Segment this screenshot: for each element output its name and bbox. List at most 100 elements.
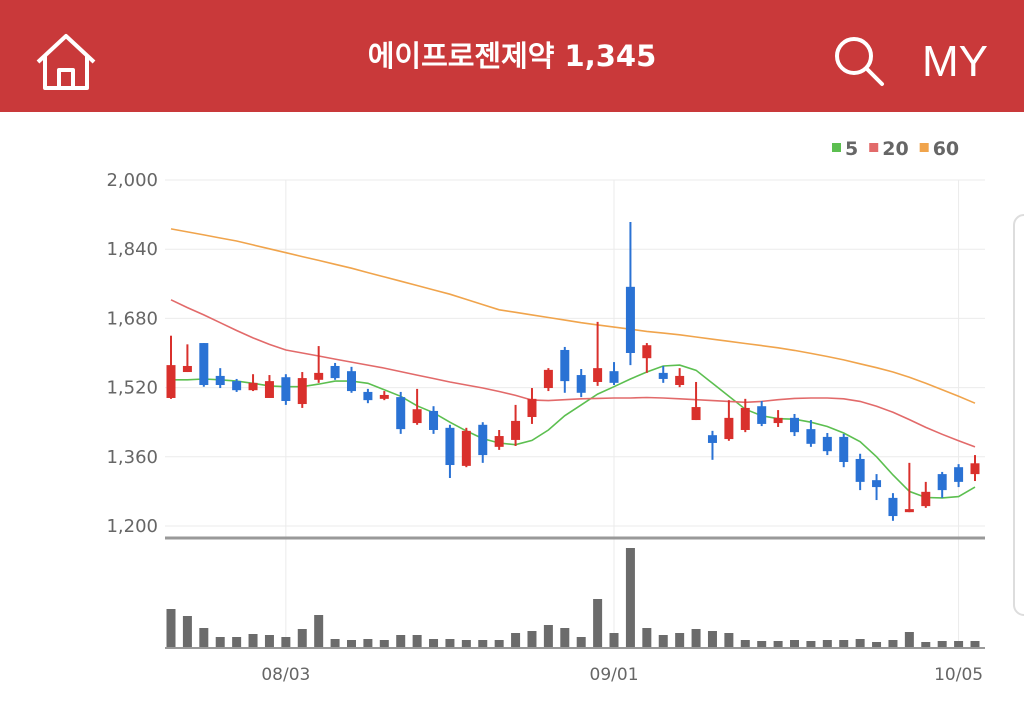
- candle-body: [642, 345, 652, 359]
- candle-body: [182, 365, 192, 373]
- legend-swatch: [919, 143, 929, 152]
- volume-bar: [675, 633, 685, 647]
- volume-bar: [445, 639, 455, 647]
- volume-bar: [346, 640, 356, 647]
- candle-body: [691, 407, 701, 421]
- candle-body: [675, 375, 685, 386]
- volume-bar: [412, 635, 422, 647]
- candle-body: [560, 349, 570, 382]
- candle-body: [576, 375, 586, 393]
- volume-bar: [970, 641, 980, 647]
- volume-bar: [182, 616, 192, 647]
- volume-bar: [954, 641, 964, 647]
- candle-body: [396, 397, 406, 430]
- volume-bar: [232, 637, 242, 647]
- moving-average-line: [170, 299, 976, 448]
- candle-body: [494, 436, 504, 447]
- volume-bar: [379, 640, 389, 647]
- candle-body: [511, 420, 521, 440]
- candle-body: [281, 377, 291, 402]
- volume-bar: [593, 599, 603, 647]
- volume-bar: [396, 635, 406, 647]
- volume-bar: [806, 641, 816, 647]
- header-bar: 에이프로젠제약 1,345 MY: [0, 0, 1024, 112]
- volume-bar: [527, 631, 537, 647]
- volume-bar: [872, 642, 882, 647]
- candle-body: [346, 371, 356, 392]
- candle-body: [773, 417, 783, 424]
- y-tick-label: 1,200: [106, 516, 158, 537]
- volume-bar: [215, 637, 225, 647]
- volume-bar: [264, 635, 274, 647]
- y-tick-label: 1,840: [106, 239, 158, 260]
- moving-average-line: [170, 228, 976, 404]
- volume-bar: [904, 632, 914, 647]
- volume-bar: [773, 641, 783, 647]
- volume-bar: [625, 548, 635, 647]
- candle-body: [478, 424, 488, 456]
- candle-body: [904, 509, 914, 513]
- my-button[interactable]: MY: [922, 37, 988, 86]
- moving-average-line: [171, 364, 976, 499]
- volume-bar: [543, 625, 553, 647]
- home-icon[interactable]: [32, 26, 102, 96]
- candle-body: [527, 398, 537, 418]
- candle-body: [232, 381, 242, 391]
- candle-body: [970, 463, 980, 475]
- volume-bar: [248, 634, 258, 647]
- candle-body: [412, 409, 422, 424]
- volume-bar: [576, 637, 586, 647]
- candle-body: [543, 369, 553, 389]
- candle-body: [790, 417, 800, 433]
- candle-body: [954, 467, 964, 482]
- volume-bar: [724, 633, 734, 647]
- volume-bar: [314, 615, 324, 647]
- volume-bar: [740, 640, 750, 647]
- candle-body: [593, 368, 603, 382]
- candle-body: [757, 406, 767, 424]
- candle-body: [658, 372, 668, 379]
- volume-bar: [839, 640, 849, 647]
- x-tick-label: 08/03: [261, 665, 310, 685]
- candle-body: [625, 286, 635, 353]
- search-icon[interactable]: [832, 34, 888, 90]
- candle-body: [872, 480, 882, 488]
- volume-bar: [166, 609, 176, 647]
- candle-body: [379, 394, 389, 399]
- volume-bar: [297, 629, 307, 647]
- x-tick-label: 09/01: [590, 665, 639, 685]
- candle-body: [199, 343, 209, 386]
- y-tick-label: 1,360: [106, 447, 158, 468]
- candle-body: [297, 378, 307, 405]
- legend-swatch: [869, 143, 879, 152]
- volume-bar: [560, 628, 570, 647]
- candle-body: [445, 427, 455, 466]
- volume-bar: [511, 633, 521, 647]
- y-tick-label: 1,680: [106, 308, 158, 329]
- volume-bar: [757, 641, 767, 647]
- candle-body: [330, 365, 340, 379]
- candle-body: [839, 436, 849, 462]
- stock-chart: 1,200 1,360 1,520 1,680 1,840 2,000 08/03 09/01…: [106, 138, 1024, 685]
- candle-body: [921, 491, 931, 507]
- candle-body: [248, 382, 258, 391]
- legend-label: 20: [882, 138, 908, 160]
- candle-body: [806, 429, 816, 444]
- volume-bar: [281, 637, 291, 647]
- candle-body: [264, 381, 274, 398]
- candle-body: [888, 497, 898, 517]
- candle-body: [166, 365, 176, 398]
- volume-bar: [707, 631, 717, 647]
- y-tick-label: 1,520: [106, 378, 158, 399]
- page-title: 에이프로젠제약 1,345: [367, 39, 657, 73]
- candle-body: [724, 417, 734, 440]
- volume-bar: [658, 635, 668, 647]
- candle-body: [314, 372, 324, 380]
- candle-body: [429, 410, 439, 430]
- volume-bar: [790, 640, 800, 647]
- candle-body: [707, 435, 717, 443]
- volume-bar: [330, 639, 340, 647]
- candle-body: [363, 391, 373, 401]
- candle-body: [937, 474, 947, 491]
